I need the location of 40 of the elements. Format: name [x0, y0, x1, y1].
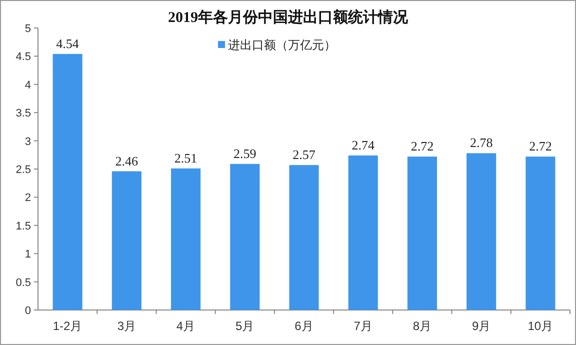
- bar: [466, 153, 496, 310]
- y-tick-label: 4.5: [16, 51, 31, 64]
- data-label: 2.72: [529, 138, 552, 154]
- x-tick-label: 5月: [236, 319, 254, 333]
- bar: [230, 164, 260, 310]
- y-tick-label: 2.5: [16, 164, 31, 176]
- bar: [112, 171, 142, 310]
- bar: [171, 168, 201, 310]
- y-tick-label: 4: [24, 79, 31, 92]
- y-tick-label: 5: [24, 23, 31, 35]
- y-tick-label: 1: [24, 248, 31, 261]
- bar: [348, 155, 378, 310]
- x-tick-label: 3月: [117, 319, 136, 333]
- x-tick-label: 7月: [354, 319, 372, 333]
- bar: [52, 54, 82, 310]
- x-tick-label: 4月: [176, 319, 196, 333]
- y-tick-label: 2: [24, 192, 31, 204]
- data-label: 2.51: [174, 150, 198, 166]
- data-label: 4.54: [56, 36, 80, 51]
- y-tick-label: 3.5: [16, 108, 31, 120]
- y-tick-label: 3: [24, 136, 31, 148]
- y-tick-label: 0: [24, 305, 31, 317]
- legend-label: 进出口额（万亿元）: [228, 38, 336, 52]
- x-tick-label: 9月: [472, 319, 491, 333]
- data-label: 2.46: [115, 153, 139, 168]
- x-tick-label: 8月: [412, 319, 432, 333]
- data-label: 2.59: [234, 146, 256, 161]
- x-tick-label: 1-2月: [52, 319, 82, 333]
- bar: [526, 156, 556, 310]
- x-tick-label: 10月: [528, 319, 554, 333]
- data-label: 2.74: [352, 137, 375, 152]
- bar: [289, 165, 319, 310]
- bar: [407, 156, 437, 310]
- y-tick-label: 1.5: [16, 220, 31, 232]
- data-label: 2.78: [470, 135, 493, 150]
- data-label: 2.72: [410, 138, 434, 154]
- data-label: 2.57: [292, 147, 316, 162]
- x-tick-label: 6月: [294, 319, 314, 333]
- y-tick-label: 0.5: [16, 276, 31, 289]
- chart-title: 2019年各月份中国进出口额统计情况: [168, 8, 409, 26]
